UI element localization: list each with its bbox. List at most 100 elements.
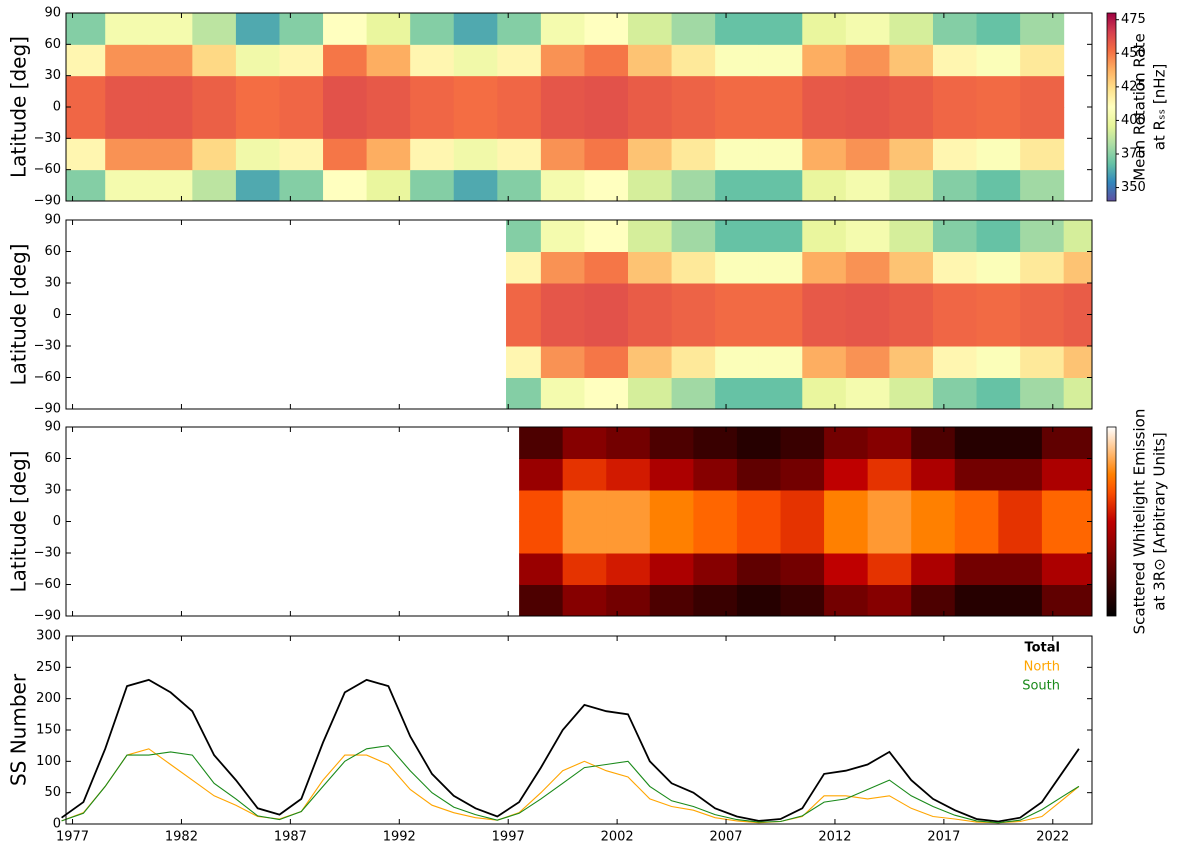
heatmap-cell [66, 44, 106, 77]
heatmap-cell [1020, 314, 1065, 347]
heatmap-cell [867, 490, 912, 522]
heatmap-cell [540, 44, 585, 77]
heatmap-cell [606, 490, 651, 522]
heatmap-cell [105, 169, 150, 202]
heatmap-cell [628, 107, 673, 139]
heatmap-cell [911, 521, 956, 554]
heatmap-cell [1020, 75, 1065, 108]
heatmap-cell [1020, 377, 1065, 410]
heatmap-cell [148, 138, 193, 171]
heatmap-cell [715, 169, 760, 202]
heatmap-cell [584, 346, 629, 378]
colorbar-tick-label: 450 [1121, 46, 1146, 61]
heatmap-cell [889, 220, 934, 252]
heatmap-cell [715, 44, 760, 77]
heatmap-cell [802, 314, 847, 347]
heatmap-cell [628, 251, 673, 284]
heatmap-cell [845, 314, 890, 347]
heatmap-cell [1020, 251, 1065, 284]
heatmap-cell [540, 220, 585, 252]
heatmap-cell [780, 521, 825, 554]
heatmap-cell [323, 13, 368, 45]
heatmap-cell [715, 13, 760, 45]
heatmap-cell [453, 44, 498, 77]
heatmap-cell [932, 107, 978, 139]
line [61, 678, 1080, 823]
heatmap-cell [628, 346, 673, 378]
heatmap-cell [802, 346, 847, 378]
heatmap-cell [736, 521, 781, 554]
heatmap-cell [540, 169, 585, 202]
heatmap-cell [366, 13, 411, 45]
heatmap-cell [780, 458, 825, 491]
heatmap-cell [911, 553, 956, 585]
y-tick-label: −90 [34, 609, 61, 624]
y-tick-label: 90 [44, 420, 61, 435]
y-tick-label: −90 [34, 194, 61, 209]
heatmap-cell [562, 521, 607, 554]
heatmap-cell [889, 138, 934, 171]
heatmap-cell [1020, 346, 1065, 378]
heatmap-cell [192, 138, 237, 171]
heatmap-cell [1041, 553, 1093, 585]
x-tick-label: 1977 [56, 830, 89, 845]
heatmap-cell [932, 377, 978, 410]
heatmap-cell [1041, 584, 1093, 617]
heatmap-cell [1020, 283, 1065, 315]
heatmap-cell [715, 220, 760, 252]
heatmap-cell [889, 44, 934, 77]
heatmap-cell [628, 377, 673, 410]
heatmap-cell [584, 251, 629, 284]
heatmap-cell [105, 138, 150, 171]
heatmap-cell [758, 283, 803, 315]
heatmap-cell [1041, 458, 1093, 491]
heatmap-cell [584, 283, 629, 315]
heatmap-cell [932, 169, 978, 202]
heatmap-cell [519, 584, 564, 617]
heatmap-cell [976, 283, 1021, 315]
line [61, 745, 1080, 824]
heatmap-cell [584, 75, 629, 108]
heatmap-cell [279, 107, 324, 139]
heatmap-cell [715, 314, 760, 347]
heatmap-cell [410, 138, 455, 171]
heatmap-cell [845, 346, 890, 378]
heatmap-cell [453, 138, 498, 171]
colorbar-tick-label: 400 [1121, 113, 1146, 128]
heatmap-cell [366, 44, 411, 77]
heatmap-cell [693, 584, 738, 617]
heatmap-cell [540, 283, 585, 315]
heatmap-cell [932, 138, 978, 171]
heatmap-cell [671, 283, 716, 315]
heatmap-cell [671, 377, 716, 410]
heatmap-cell [235, 107, 280, 139]
heatmap-cell [453, 75, 498, 108]
y-axis-label: Latitude [deg] [7, 36, 31, 178]
heatmap-cell [824, 427, 869, 459]
heatmap-cell [845, 169, 890, 202]
heatmap-cell [105, 13, 150, 45]
y-tick-label: 0 [53, 514, 61, 529]
heatmap-cell [671, 346, 716, 378]
heatmap-cell [758, 220, 803, 252]
y-tick-label: 300 [36, 629, 61, 644]
heatmap-cell [497, 75, 542, 108]
heatmap-cell [867, 584, 912, 617]
heatmap-cell [453, 169, 498, 202]
panel [506, 220, 1093, 410]
heatmap-cell [1063, 377, 1093, 410]
heatmap-cell [192, 75, 237, 108]
heatmap-cell [911, 458, 956, 491]
legend-entry: South [1022, 679, 1060, 694]
heatmap-cell [192, 107, 237, 139]
heatmap-cell [932, 251, 978, 284]
heatmap-cell [802, 251, 847, 284]
heatmap-cell [584, 107, 629, 139]
heatmap-cell [584, 169, 629, 202]
heatmap-cell [628, 314, 673, 347]
heatmap-cell [506, 220, 542, 252]
heatmap-cell [628, 138, 673, 171]
y-tick-label: 60 [44, 37, 61, 52]
heatmap-cell [802, 44, 847, 77]
